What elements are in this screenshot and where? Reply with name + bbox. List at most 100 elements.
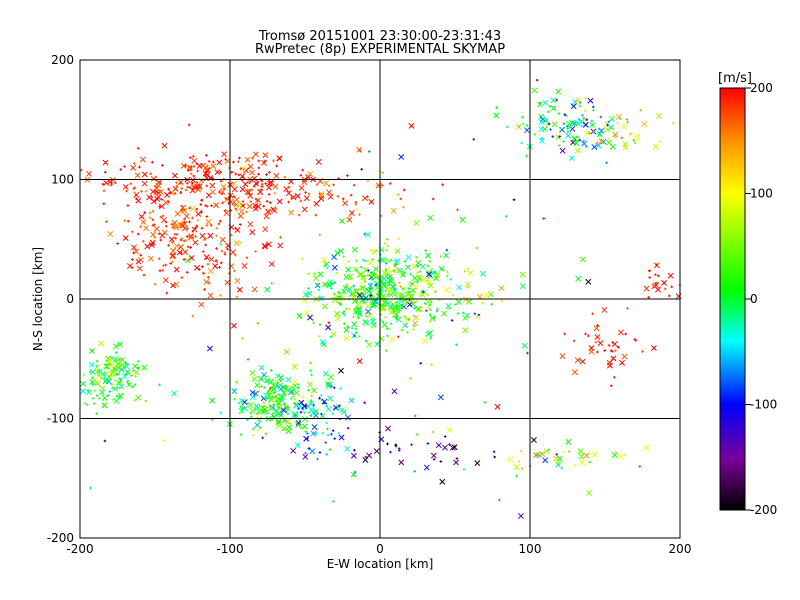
data-point-plus xyxy=(641,350,644,353)
data-point-plus xyxy=(616,121,619,125)
data-point-plus xyxy=(625,118,629,121)
data-point-plus xyxy=(256,429,260,432)
data-point-plus xyxy=(588,460,592,464)
data-point-plus xyxy=(182,258,186,261)
data-point-x xyxy=(192,239,199,246)
data-point-x xyxy=(615,113,622,120)
data-point-x xyxy=(541,126,548,132)
data-point-plus xyxy=(204,243,207,247)
data-point-x xyxy=(146,194,153,201)
data-point-x xyxy=(283,386,290,393)
data-point-x xyxy=(565,120,572,127)
data-point-plus xyxy=(363,232,367,236)
data-point-x xyxy=(575,97,582,104)
data-point-x xyxy=(209,182,216,189)
data-point-plus xyxy=(542,117,546,120)
data-point-plus xyxy=(355,269,359,272)
data-point-x xyxy=(143,225,149,232)
data-point-x xyxy=(277,242,284,249)
data-point-plus xyxy=(555,98,559,102)
data-point-plus xyxy=(114,387,117,390)
data-point-plus xyxy=(249,200,253,203)
data-point-plus xyxy=(418,270,422,273)
data-point-plus xyxy=(585,118,589,122)
data-point-x xyxy=(568,155,575,162)
data-point-x xyxy=(474,460,481,467)
data-point-x xyxy=(435,442,442,449)
data-point-plus xyxy=(195,224,199,228)
data-point-plus xyxy=(286,412,290,416)
data-point-plus xyxy=(187,123,191,127)
data-point-x xyxy=(252,151,259,158)
data-point-plus xyxy=(371,317,375,321)
data-point-x xyxy=(116,341,123,348)
data-point-x xyxy=(85,389,92,396)
data-point-x xyxy=(621,353,628,360)
data-point-plus xyxy=(367,150,371,153)
data-point-x xyxy=(535,452,542,459)
data-point-plus xyxy=(336,195,340,198)
data-point-plus xyxy=(159,181,162,185)
data-point-plus xyxy=(119,168,123,171)
data-point-plus xyxy=(103,439,107,443)
data-point-plus xyxy=(562,450,565,454)
data-point-plus xyxy=(388,182,392,185)
data-point-plus xyxy=(263,404,266,407)
data-point-x xyxy=(618,329,624,336)
data-point-x xyxy=(343,335,350,342)
data-point-x xyxy=(622,144,629,151)
data-point-x xyxy=(372,298,379,305)
data-point-x xyxy=(569,119,576,126)
data-point-plus xyxy=(333,386,336,390)
data-point-x xyxy=(238,398,245,404)
data-point-x xyxy=(617,453,624,460)
data-point-plus xyxy=(349,193,353,197)
data-point-plus xyxy=(126,219,130,223)
data-point-x xyxy=(294,442,301,449)
data-point-plus xyxy=(296,402,300,405)
data-point-plus xyxy=(150,195,154,199)
data-point-x xyxy=(169,189,175,196)
data-point-plus xyxy=(92,402,96,405)
data-point-plus xyxy=(164,263,167,267)
data-point-plus xyxy=(297,383,300,386)
data-point-x xyxy=(420,263,426,270)
data-point-x xyxy=(307,314,313,321)
data-point-x xyxy=(398,154,405,160)
data-point-plus xyxy=(297,386,300,390)
data-point-plus xyxy=(148,211,152,215)
data-point-x xyxy=(348,291,355,297)
data-point-plus xyxy=(389,258,393,262)
data-point-plus xyxy=(345,307,348,310)
data-point-x xyxy=(265,184,272,191)
data-point-x xyxy=(643,285,650,292)
data-point-x xyxy=(413,314,419,321)
data-point-x xyxy=(236,286,243,293)
data-point-plus xyxy=(167,200,170,204)
data-point-x xyxy=(619,359,625,366)
data-point-x xyxy=(426,279,433,286)
data-point-x xyxy=(280,407,287,414)
data-point-x xyxy=(327,395,334,402)
data-point-plus xyxy=(349,277,352,281)
data-point-plus xyxy=(331,412,335,416)
data-point-plus xyxy=(441,183,444,186)
data-point-plus xyxy=(104,371,108,375)
data-point-x xyxy=(337,248,344,254)
data-point-plus xyxy=(339,387,342,390)
data-point-plus xyxy=(341,311,345,315)
data-point-x xyxy=(86,170,93,177)
data-point-x xyxy=(586,489,593,496)
data-point-plus xyxy=(237,173,241,177)
data-point-plus xyxy=(140,190,143,193)
data-point-x xyxy=(356,290,363,297)
data-point-plus xyxy=(219,170,222,174)
data-point-plus xyxy=(136,232,140,236)
data-point-plus xyxy=(123,165,126,168)
data-point-x xyxy=(301,179,308,185)
data-point-plus xyxy=(333,281,336,284)
data-point-plus xyxy=(435,309,439,313)
data-point-x xyxy=(415,260,422,267)
data-point-x xyxy=(539,450,546,457)
data-point-x xyxy=(121,373,128,380)
